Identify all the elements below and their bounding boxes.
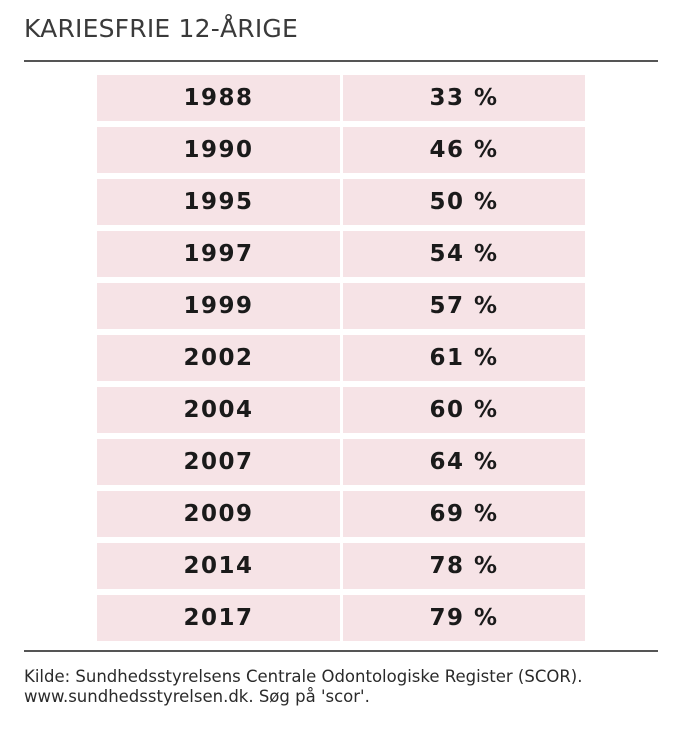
year-cell: 2009 — [97, 491, 340, 537]
percentage-cell: 64 % — [343, 439, 585, 485]
percentage-cell: 60 % — [343, 387, 585, 433]
percentage-cell: 57 % — [343, 283, 585, 329]
percentage-cell: 69 % — [343, 491, 585, 537]
bottom-divider — [24, 650, 658, 652]
table-row: 1990 46 % — [97, 127, 585, 173]
year-cell: 2004 — [97, 387, 340, 433]
table-row: 2017 79 % — [97, 595, 585, 641]
table-row: 2014 78 % — [97, 543, 585, 589]
table-row: 1997 54 % — [97, 231, 585, 277]
percentage-cell: 61 % — [343, 335, 585, 381]
year-cell: 1988 — [97, 75, 340, 121]
percentage-cell: 78 % — [343, 543, 585, 589]
chart-title: KARIESFRIE 12-ÅRIGE — [24, 14, 298, 43]
table-row: 2009 69 % — [97, 491, 585, 537]
year-cell: 2017 — [97, 595, 340, 641]
percentage-cell: 46 % — [343, 127, 585, 173]
year-cell: 2007 — [97, 439, 340, 485]
year-cell: 1995 — [97, 179, 340, 225]
table-row: 2007 64 % — [97, 439, 585, 485]
year-cell: 2002 — [97, 335, 340, 381]
year-cell: 1997 — [97, 231, 340, 277]
percentage-cell: 33 % — [343, 75, 585, 121]
data-table: 1988 33 % 1990 46 % 1995 50 % 1997 54 % 1999 57 %… — [97, 75, 585, 647]
source-note: Kilde: Sundhedsstyrelsens Centrale Odont… — [24, 667, 583, 707]
percentage-cell: 54 % — [343, 231, 585, 277]
top-divider — [24, 60, 658, 62]
year-cell: 1999 — [97, 283, 340, 329]
year-cell: 2014 — [97, 543, 340, 589]
table-row: 2002 61 % — [97, 335, 585, 381]
percentage-cell: 50 % — [343, 179, 585, 225]
table-row: 1999 57 % — [97, 283, 585, 329]
source-line-1: Kilde: Sundhedsstyrelsens Centrale Odont… — [24, 667, 583, 686]
table-row: 1995 50 % — [97, 179, 585, 225]
table-row: 1988 33 % — [97, 75, 585, 121]
source-line-2: www.sundhedsstyrelsen.dk. Søg på 'scor'. — [24, 687, 370, 706]
table-row: 2004 60 % — [97, 387, 585, 433]
year-cell: 1990 — [97, 127, 340, 173]
percentage-cell: 79 % — [343, 595, 585, 641]
